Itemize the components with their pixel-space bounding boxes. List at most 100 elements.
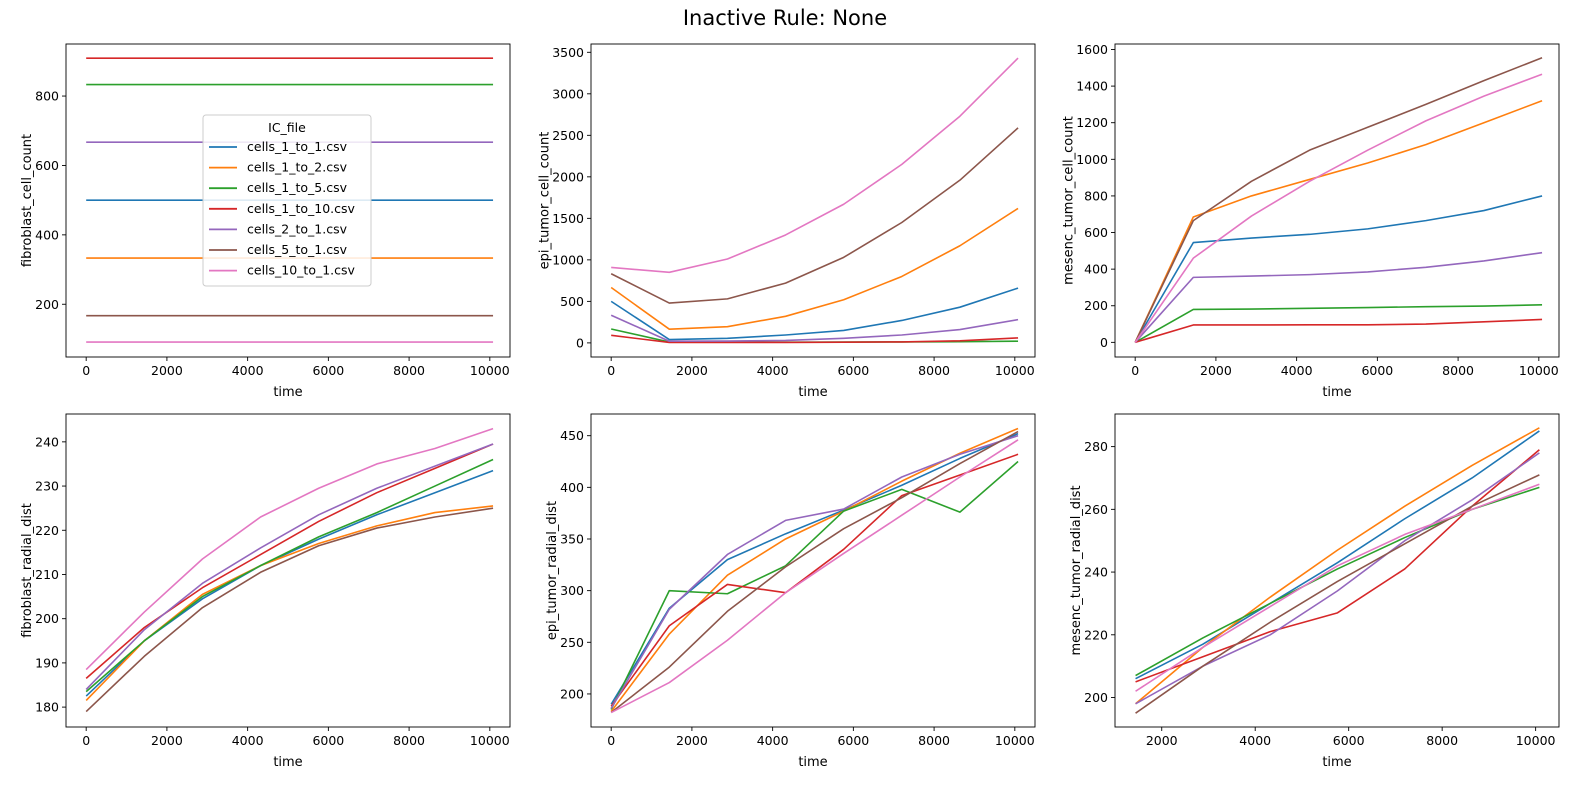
y-tick-label: 2000 (552, 169, 584, 184)
x-tick-label: 2000 (151, 363, 183, 378)
x-tick-label: 6000 (312, 733, 344, 748)
x-axis-label: time (1322, 385, 1351, 400)
y-tick-label: 1400 (1076, 79, 1108, 94)
series-line-cells-5-to-1 (85, 507, 494, 713)
x-tick-label: 0 (82, 733, 90, 748)
x-tick-label: 4000 (757, 363, 789, 378)
x-tick-label: 4000 (232, 733, 264, 748)
x-tick-label: 10000 (470, 733, 510, 748)
legend-entry-label: cells_2_to_1.csv (247, 221, 348, 236)
legend-entry-label: cells_1_to_10.csv (247, 201, 356, 216)
y-tick-label: 1000 (552, 252, 584, 267)
y-axis-label: fibroblast_cell_count (20, 134, 35, 267)
y-tick-label: 800 (35, 89, 59, 104)
axes-frame (590, 413, 1036, 728)
axes-frame (65, 413, 511, 728)
x-tick-label: 6000 (837, 733, 869, 748)
x-tick-label: 6000 (1361, 363, 1393, 378)
x-tick-label: 8000 (1426, 733, 1458, 748)
subplot-epi-tumor-radial-dist: 0 2000 4000 6000 8000 10000 time 200 250 300 350 40… (545, 413, 1036, 770)
x-tick-label: 10000 (995, 363, 1035, 378)
x-tick-label: 8000 (1442, 363, 1474, 378)
x-axis: 0 2000 4000 6000 8000 10000 time (1131, 357, 1559, 400)
series-lines (610, 427, 1019, 714)
x-tick-label: 10000 (1519, 363, 1559, 378)
series-line-cells-5-to-1 (1134, 56, 1543, 343)
legend-title: IC_file (268, 120, 306, 135)
y-tick-label: 220 (1084, 627, 1108, 642)
series-line-cells-1-to-1 (1134, 195, 1543, 343)
x-tick-label: 4000 (757, 733, 789, 748)
y-tick-label: 200 (35, 611, 59, 626)
series-line-cells-1-to-1 (1135, 430, 1540, 680)
y-tick-label: 450 (560, 428, 584, 443)
y-tick-label: 1600 (1076, 42, 1108, 57)
legend-entry-label: cells_1_to_2.csv (247, 160, 348, 175)
x-tick-label: 10000 (995, 733, 1035, 748)
series-line-cells-1-to-5 (1134, 304, 1543, 344)
y-tick-label: 230 (35, 479, 59, 494)
series-line-cells-1-to-1 (610, 287, 1019, 341)
y-tick-label: 0 (576, 335, 584, 350)
x-tick-label: 2000 (676, 363, 708, 378)
y-axis-label: epi_tumor_radial_dist (545, 501, 560, 640)
y-axis-label: mesenc_tumor_cell_count (1062, 116, 1077, 285)
x-axis-label: time (273, 755, 302, 770)
y-axis: 0 200 400 600 800 1000 1200 1400 1600 mesenc_tumo… (1062, 42, 1115, 350)
y-tick-label: 200 (1084, 298, 1108, 313)
series-line-cells-2-to-1 (1134, 251, 1543, 343)
y-tick-label: 600 (35, 158, 59, 173)
x-tick-label: 0 (607, 363, 615, 378)
y-axis-label: mesenc_tumor_radial_dist (1069, 485, 1084, 655)
legend-box (202, 114, 372, 287)
y-tick-label: 0 (1100, 335, 1108, 350)
x-tick-label: 0 (1131, 363, 1139, 378)
x-tick-label: 2000 (676, 733, 708, 748)
series-line-cells-2-to-1 (85, 443, 494, 690)
series-line-cells-5-to-1 (610, 127, 1019, 304)
series-line-cells-1-to-10 (610, 453, 1019, 707)
y-tick-label: 280 (1084, 439, 1108, 454)
y-tick-label: 400 (35, 227, 59, 242)
y-tick-label: 210 (35, 567, 59, 582)
y-tick-label: 600 (1084, 225, 1108, 240)
series-line-cells-2-to-1 (610, 434, 1019, 709)
series-line-cells-10-to-1 (85, 427, 494, 671)
y-tick-label: 200 (35, 297, 59, 312)
y-tick-label: 220 (35, 523, 59, 538)
axes-frame (1114, 43, 1560, 358)
x-tick-label: 8000 (918, 363, 950, 378)
x-tick-label: 4000 (1281, 363, 1313, 378)
x-tick-label: 2000 (1146, 733, 1178, 748)
x-tick-label: 2000 (151, 733, 183, 748)
y-tick-label: 400 (560, 480, 584, 495)
y-axis: 200 250 300 350 400 450 epi_tumor_radial_dist (545, 428, 591, 701)
y-tick-label: 240 (35, 434, 59, 449)
x-tick-label: 10000 (470, 363, 510, 378)
x-axis: 0 2000 4000 6000 8000 10000 time (607, 727, 1035, 770)
axes-frame (1114, 413, 1560, 728)
y-tick-label: 3000 (552, 86, 584, 101)
x-axis: 0 2000 4000 6000 8000 10000 time (82, 727, 510, 770)
legend: IC_file cells_1_to_1.csv cells_1_to_2.csvc… (202, 114, 372, 287)
x-axis-label: time (1322, 755, 1351, 770)
x-tick-label: 6000 (312, 363, 344, 378)
x-axis: 2000 4000 6000 8000 10000 time (1146, 727, 1556, 770)
y-tick-label: 800 (1084, 188, 1108, 203)
x-tick-label: 6000 (837, 363, 869, 378)
series-lines (1134, 56, 1543, 344)
series-line-cells-10-to-1 (611, 57, 1019, 274)
subplot-epi-tumor-cell-count: 0 2000 4000 6000 8000 10000 time 0 500 1000 1500 20… (538, 43, 1036, 400)
x-axis: 0 2000 4000 6000 8000 10000 time (607, 357, 1035, 400)
series-line-cells-1-to-10 (85, 443, 494, 679)
series-line-cells-10-to-1 (610, 439, 1019, 714)
subplot-grid: 0 2000 4000 6000 8000 10000time200400600800fi… (20, 42, 1560, 770)
y-tick-label: 180 (35, 700, 59, 715)
series-line-cells-2-to-1 (610, 314, 1019, 343)
series-lines (610, 57, 1019, 344)
y-axis-label: fibroblast_radial_dist (20, 503, 35, 638)
subplot-fibroblast-radial-dist: 0 2000 4000 6000 8000 10000 time 180 190 200 210 22… (20, 413, 511, 770)
series-line-cells-5-to-1 (1135, 474, 1540, 714)
x-axis-label: time (798, 385, 827, 400)
